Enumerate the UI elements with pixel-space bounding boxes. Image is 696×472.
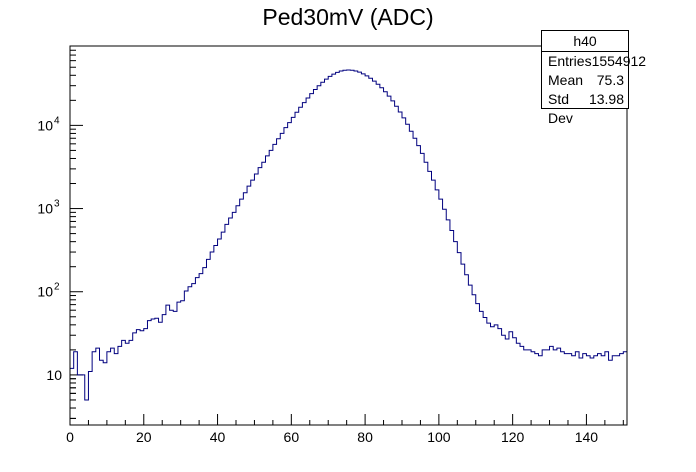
histogram-series: [70, 69, 627, 401]
y-tick-exponent: 4: [54, 115, 60, 126]
stats-row-mean: Mean 75.3: [542, 71, 628, 90]
y-tick-label: 10: [37, 201, 53, 217]
x-tick-label: 20: [136, 429, 152, 445]
stats-label-stddev: Std Dev: [548, 91, 573, 126]
x-tick-label: 100: [427, 429, 451, 445]
x-tick-label: 80: [357, 429, 373, 445]
stats-row-entries: Entries 1554912: [542, 52, 646, 71]
y-minor-ticks: [70, 45, 83, 419]
stats-row-stddev: Std Dev 13.98: [542, 90, 628, 126]
y-tick-label: 10: [37, 284, 53, 300]
stats-value-stddev: 13.98: [588, 91, 624, 107]
x-tick-label: 140: [575, 429, 599, 445]
stats-value-mean: 75.3: [596, 72, 624, 88]
stats-label-entries: Entries: [548, 53, 592, 69]
x-tick-label: 120: [501, 429, 525, 445]
y-tick-exponent: 3: [54, 199, 60, 210]
stats-value-entries: 1554912: [591, 53, 647, 69]
x-tick-label: 60: [284, 429, 300, 445]
x-tick-label: 0: [66, 429, 74, 445]
y-tick-exponent: 2: [54, 282, 60, 293]
plot-frame: [69, 45, 628, 426]
y-tick-label: 10: [46, 367, 62, 383]
x-tick-label: 40: [210, 429, 226, 445]
stats-label-mean: Mean: [548, 72, 584, 88]
stats-box: h40 Entries 1554912 Mean 75.3 Std Dev 13…: [541, 30, 646, 126]
y-tick-label: 10: [37, 117, 53, 133]
x-axis: 0 20 40 60 80 100 120 140: [66, 414, 624, 445]
chart-title: Ped30mV (ADC): [262, 4, 434, 30]
stats-box-name: h40: [542, 31, 628, 52]
